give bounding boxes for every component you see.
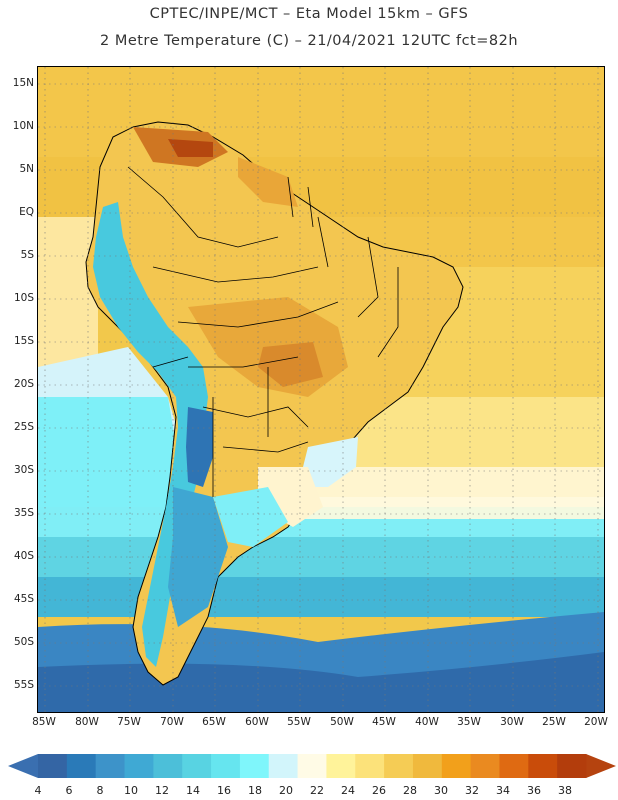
colorbar-swatch — [470, 754, 500, 778]
country-borders — [127, 166, 399, 497]
colorbar-label-26: 26 — [372, 784, 386, 797]
lon-label-80w: 80W — [75, 716, 99, 728]
lat-label-30s: 30S — [13, 464, 34, 476]
colorbar-swatches — [38, 754, 587, 778]
lat-label-55s: 55S — [13, 679, 34, 691]
colorbar-swatch — [326, 754, 356, 778]
colorbar-label-18: 18 — [248, 784, 262, 797]
lat-label-45s: 45S — [13, 593, 34, 605]
lon-label-65w: 65W — [202, 716, 226, 728]
map-title-line-2: 2 Metre Temperature (C) – 21/04/2021 12U… — [99, 33, 519, 49]
lat-label-15s: 15S — [13, 335, 34, 347]
colorbar-label-14: 14 — [186, 784, 200, 797]
lat-label-5n: 5N — [19, 163, 34, 175]
colorbar-label-10: 10 — [124, 784, 138, 797]
colorbar-label-36: 36 — [527, 784, 541, 797]
colorbar-swatch — [95, 754, 126, 778]
colorbar-swatch — [124, 754, 154, 778]
map-title-line-1: CPTEC/INPE/MCT – Eta Model 15km – GFS — [149, 6, 469, 22]
colorbar-label-32: 32 — [465, 784, 479, 797]
colorbar-swatch — [528, 754, 558, 778]
ocean-cream-strip — [298, 497, 604, 519]
colorbar-swatch — [211, 754, 241, 778]
colorbar-label-16: 16 — [217, 784, 231, 797]
lat-label-40s: 40S — [13, 550, 34, 562]
colorbar-label-12: 12 — [155, 784, 169, 797]
northwest-hottest-zone — [168, 139, 213, 157]
lon-label-75w: 75W — [117, 716, 141, 728]
colorbar-low-arrow — [8, 754, 38, 778]
lon-label-20w: 20W — [584, 716, 608, 728]
colorbar-swatch — [297, 754, 327, 778]
colorbar-swatch — [499, 754, 529, 778]
colorbar-label-38: 38 — [558, 784, 572, 797]
temperature-map — [38, 67, 604, 712]
colorbar-label-4: 4 — [34, 784, 42, 797]
ocean-mid-blue-belt — [38, 577, 604, 617]
colorbar-swatch — [182, 754, 212, 778]
lon-label-40w: 40W — [415, 716, 439, 728]
colorbar-label-20: 20 — [279, 784, 293, 797]
colorbar-swatch — [412, 754, 443, 778]
colorbar-high-arrow — [586, 754, 616, 778]
interior-hot-zone — [258, 342, 323, 387]
pacific-cyan-zone — [38, 397, 188, 527]
lon-label-30w: 30W — [500, 716, 524, 728]
lon-label-45w: 45W — [372, 716, 396, 728]
lon-label-25w: 25W — [542, 716, 566, 728]
graticule — [38, 67, 604, 712]
lon-label-60w: 60W — [245, 716, 269, 728]
colorbar-label-28: 28 — [403, 784, 417, 797]
colorbar-label-8: 8 — [96, 784, 104, 797]
lat-label-35s: 35S — [13, 507, 34, 519]
lon-label-85w: 85W — [32, 716, 56, 728]
colorbar-swatch — [384, 754, 414, 778]
colorbar-label-24: 24 — [341, 784, 355, 797]
lat-label-20s: 20S — [13, 378, 34, 390]
colorbar-swatch — [268, 754, 299, 778]
colorbar-swatch — [441, 754, 472, 778]
colorbar-label-30: 30 — [434, 784, 448, 797]
colorbar-swatch — [38, 754, 68, 778]
colorbar-label-34: 34 — [496, 784, 510, 797]
colorbar-swatch — [355, 754, 385, 778]
lat-label-15n: 15N — [12, 77, 34, 89]
colorbar-swatch — [153, 754, 183, 778]
colorbar-label-22: 22 — [310, 784, 324, 797]
pampas-cyan — [213, 487, 288, 547]
temperature-colorbar — [8, 754, 616, 778]
colorbar-label-6: 6 — [65, 784, 73, 797]
colorbar-swatch — [557, 754, 587, 778]
lat-label-50s: 50S — [13, 636, 34, 648]
andes-core — [186, 407, 213, 487]
lat-label-eq: EQ — [19, 206, 34, 218]
colorbar-swatch — [66, 754, 97, 778]
map-frame — [37, 66, 605, 713]
lon-label-55w: 55W — [287, 716, 311, 728]
lon-label-70w: 70W — [160, 716, 184, 728]
lat-label-25s: 25S — [13, 421, 34, 433]
lon-label-35w: 35W — [457, 716, 481, 728]
colorbar-swatch — [239, 754, 270, 778]
lon-label-50w: 50W — [330, 716, 354, 728]
lat-label-10s: 10S — [13, 292, 34, 304]
lat-label-10n: 10N — [12, 120, 34, 132]
guiana-warm-zone — [238, 157, 298, 207]
lat-label-5s: 5S — [20, 249, 34, 261]
